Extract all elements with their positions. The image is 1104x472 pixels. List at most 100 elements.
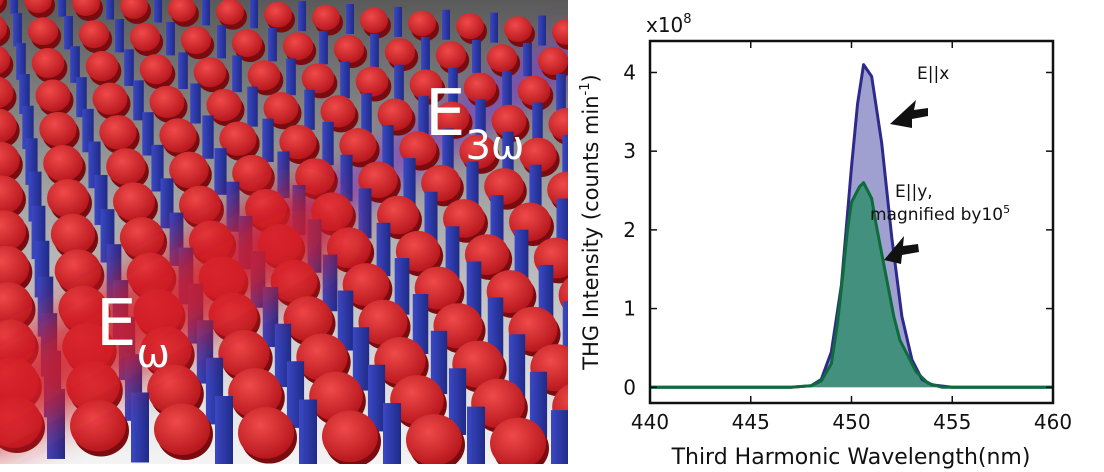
nanodisk <box>72 0 100 17</box>
nanobar <box>337 290 354 351</box>
nanodisk <box>219 121 257 156</box>
nanobar <box>13 13 22 47</box>
y-axis-label: THG Intensity (counts min-1) <box>578 74 603 370</box>
nanobar <box>532 102 543 143</box>
nanodisk <box>519 137 557 173</box>
nanobar <box>376 222 391 277</box>
nanobar <box>442 9 450 40</box>
nanobar <box>467 406 485 464</box>
nanodisk <box>333 35 365 64</box>
nanobar <box>448 368 467 435</box>
nanodisk <box>0 108 17 143</box>
x-tick-label: 445 <box>732 410 770 434</box>
nanodisk <box>0 16 8 41</box>
harmonic-field-subscript: 3ω <box>465 123 524 169</box>
nanodisk <box>486 44 518 73</box>
nanobar <box>22 105 34 150</box>
nanodisk <box>399 131 437 166</box>
series-areas <box>650 64 1053 388</box>
nanodisk <box>113 182 155 221</box>
nanodisk <box>406 414 462 464</box>
nanodisk <box>264 1 292 28</box>
nanobar <box>58 0 66 17</box>
nanodisk <box>263 92 299 125</box>
nanobar <box>133 80 144 121</box>
nanodisk <box>232 154 272 192</box>
nanodisk <box>169 151 209 189</box>
annotations: E||x E||y, magnified by105 <box>870 64 1010 264</box>
nanodisk <box>301 63 335 94</box>
y-tick-label: 2 <box>623 218 636 242</box>
y-tick-label: 1 <box>623 297 636 321</box>
nanodisk <box>149 85 185 119</box>
nanodisk <box>147 364 201 414</box>
nanobar <box>142 112 154 156</box>
annotation-ey-line1: E||y, <box>895 182 933 202</box>
nanobar <box>19 74 30 115</box>
nanodisk <box>282 32 314 61</box>
nanobar <box>472 39 481 74</box>
nanobar <box>322 254 338 312</box>
annotation-ex: E||x <box>917 64 949 84</box>
nanodisk <box>548 107 568 141</box>
series-line-1 <box>650 181 1053 389</box>
nanodisk <box>218 330 270 378</box>
nanobar <box>178 52 188 90</box>
nanobar <box>529 371 548 439</box>
y-axis-label-main: THG Intensity (counts min <box>579 95 603 370</box>
nanobar <box>529 164 542 212</box>
nanodisk <box>484 168 524 205</box>
nanodisk <box>342 263 390 307</box>
nanodisk <box>231 29 263 58</box>
harmonic-field-label: E3ω <box>425 77 524 169</box>
nanodisk <box>435 41 467 70</box>
nanobar <box>319 30 328 65</box>
nanodisk <box>238 407 294 459</box>
nanobar <box>538 264 554 322</box>
nanobar <box>304 89 315 130</box>
nanobar <box>490 12 498 43</box>
nanobar <box>430 330 448 395</box>
nanobar <box>352 327 370 391</box>
nanodisk <box>27 17 59 46</box>
nanodisk <box>0 245 30 289</box>
x-tick-label: 460 <box>1034 410 1072 434</box>
nanobar <box>412 294 429 355</box>
nanodisk <box>374 337 426 385</box>
nanodisk <box>296 333 348 381</box>
nanodisk <box>490 417 546 464</box>
nanodisk <box>0 282 33 328</box>
nanodisk <box>0 141 20 179</box>
nanobar <box>538 15 546 46</box>
nanodisk <box>119 217 165 258</box>
nanobar <box>70 46 80 83</box>
nanobar <box>322 121 334 166</box>
nanobar <box>466 161 479 209</box>
series-lines <box>650 63 1053 389</box>
nanobar <box>418 96 429 137</box>
nanodisk <box>50 213 96 255</box>
nanodisk <box>154 403 210 456</box>
incident-beam <box>0 185 345 451</box>
nanobar <box>64 16 73 50</box>
nanodisk <box>312 4 340 31</box>
nanodisk <box>408 10 436 37</box>
y-tick-label: 3 <box>623 139 636 163</box>
nanodisk <box>0 210 27 252</box>
nanodisk <box>92 82 128 115</box>
x-tick-label: 440 <box>631 410 669 434</box>
annotation-ey-arrow <box>884 236 919 264</box>
y-multiplier: x108 <box>646 12 692 37</box>
nanobar <box>487 297 504 358</box>
nanodisk <box>377 98 413 131</box>
nanobar <box>394 258 410 315</box>
nanobar <box>247 86 258 127</box>
series-area-1 <box>650 182 1053 388</box>
nanodisk <box>0 76 14 109</box>
nanodisk <box>120 0 148 19</box>
nanodisk <box>179 185 221 225</box>
nanobar <box>475 99 486 140</box>
nanodisk <box>355 66 389 97</box>
y-tick-label: 4 <box>623 60 636 84</box>
nanobar <box>16 43 26 80</box>
